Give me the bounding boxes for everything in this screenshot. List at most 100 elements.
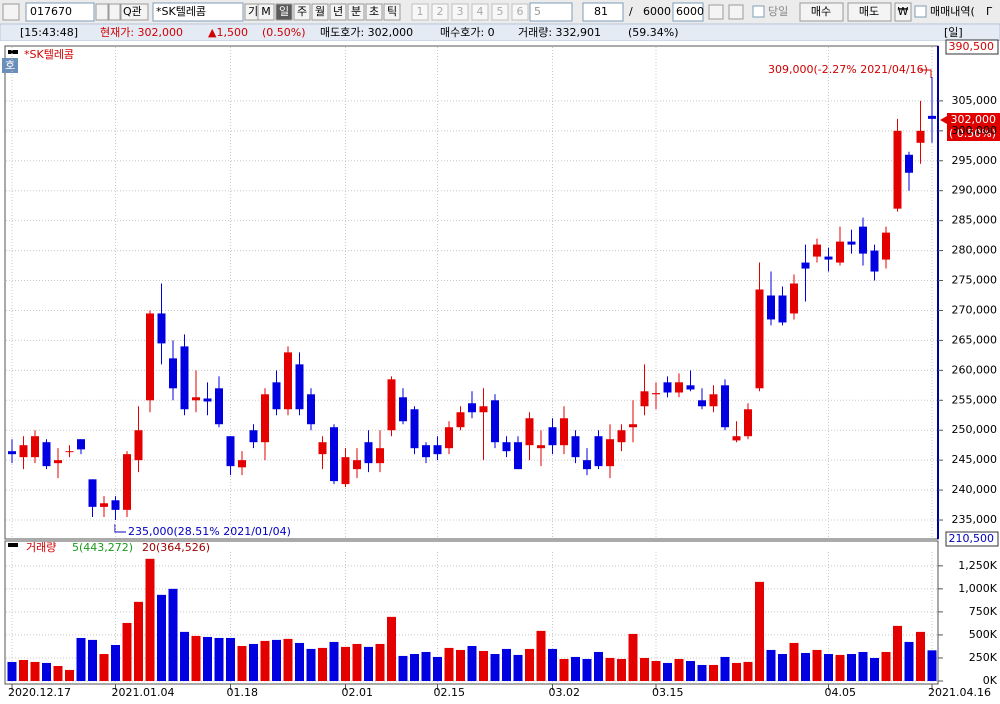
min-box [945,531,999,547]
today-check[interactable] [752,5,765,18]
minute-button[interactable] [431,3,449,21]
candle-body [663,382,672,393]
period-button[interactable] [257,3,275,21]
candle-body [8,451,16,455]
candle-body [238,460,246,468]
candle-body [123,454,131,510]
candle-body [675,382,683,393]
y-tick-label: 255,000 [952,393,998,406]
sell-button[interactable] [847,2,892,22]
minute-button[interactable] [511,3,529,21]
volume-bar [743,661,753,681]
volume-bar [732,662,741,681]
volume-bar [318,647,327,681]
candle-body [790,283,798,314]
volume-bar [651,661,661,681]
candle-body [744,409,752,437]
minute-button-label: 6 [517,5,524,18]
buy-button[interactable] [799,2,844,22]
x-tick-label: 2020.12.17 [8,686,71,699]
volume-bar [456,649,465,681]
minute-button[interactable] [471,3,489,21]
volume-bar [157,594,166,681]
volume-bar [490,654,500,681]
candle-body [525,418,534,446]
volume-bar [444,647,454,681]
minute-button-label: 5 [497,5,504,18]
period-button[interactable] [347,3,365,21]
volume-bar [881,651,891,681]
period-button[interactable] [383,3,401,21]
candle-body [410,409,419,449]
volume-bar [260,640,270,681]
volume-bar [663,662,672,681]
period-button[interactable] [311,3,329,21]
min-box-text: 210,500 [949,532,995,545]
icon-button[interactable] [708,4,724,20]
volume-bar [858,651,868,681]
period-button-label: 년 [333,5,343,18]
minute-button[interactable] [451,3,469,21]
period-button-label: 기 [248,5,258,18]
today-label: 당일 [768,4,788,18]
volume-bar [306,648,316,681]
count-text: 81 [594,5,608,18]
y-tick-label: 1,250K [958,559,997,572]
minute-select[interactable] [529,2,573,22]
volume-bar [904,641,914,681]
candle-body [88,479,97,507]
volume-bar [214,637,224,681]
x-tick-label: 2021.01.04 [112,686,175,699]
volume-bar [628,633,638,681]
candle-body [721,385,729,428]
dropdown[interactable] [95,3,109,21]
minute-button[interactable] [491,3,509,21]
candle-body [169,358,177,389]
candle-body [364,442,373,464]
volume-bar [755,581,764,681]
candle-body [755,289,764,389]
code-input[interactable] [25,2,95,22]
icon-button[interactable] [728,4,744,20]
won-button[interactable] [894,2,912,22]
minute-button[interactable] [411,3,429,21]
candle-body [215,388,223,425]
candle-body [479,406,488,413]
first-button[interactable] [2,3,20,21]
history-check[interactable] [914,5,927,18]
x-tick-label: 04.05 [825,686,857,699]
search[interactable] [120,3,149,21]
candle-body [77,439,85,450]
mode-button-bg[interactable] [2,58,18,73]
volume-bar [180,631,189,681]
period-button[interactable] [293,3,311,21]
volume-bar [88,639,97,681]
volume-bar [7,661,17,681]
period-button[interactable] [329,3,347,21]
volume-bar [916,631,925,681]
history-label: 매매내역( [930,5,975,18]
x-tick-label: 01.18 [227,686,259,699]
period-button[interactable] [365,3,383,21]
volume-bar [352,643,362,681]
candle-body [870,250,879,272]
minute-button-label: 1 [417,5,424,18]
volume-bar [398,655,408,681]
candle-body [318,442,327,455]
chart-bg [0,41,1000,700]
volume-bar [789,642,799,681]
volume-bar [329,641,339,681]
candle-body [433,445,442,455]
candle-body [905,154,913,173]
next[interactable] [108,3,121,21]
name-input[interactable] [152,2,244,22]
period-button[interactable] [275,3,293,21]
y-tick-label: 260,000 [952,363,998,376]
volume-bar [766,649,776,681]
y-tick-label: 250,000 [952,423,998,436]
count-input[interactable] [582,2,624,22]
total-input[interactable] [672,2,704,22]
code-text: 017670 [30,5,72,18]
